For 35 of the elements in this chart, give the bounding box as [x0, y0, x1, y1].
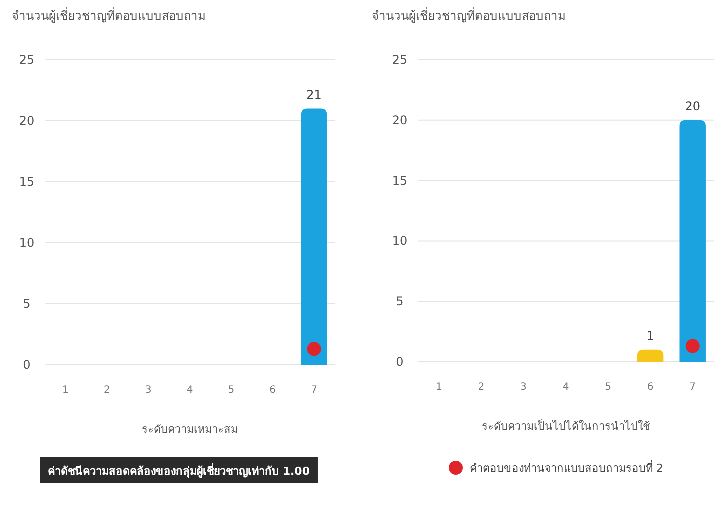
x-tick-label: 2: [478, 382, 485, 393]
y-tick-label: 15: [392, 174, 408, 188]
x-tick-label: 6: [647, 382, 654, 393]
x-tick-label: 4: [186, 385, 194, 396]
legend-label: คำตอบของท่านจากแบบสอบถามรอบที่ 2: [470, 460, 664, 475]
y-tick-label: 25: [392, 53, 408, 67]
y-tick-label: 0: [396, 355, 404, 369]
y-tick-label: 20: [19, 114, 35, 128]
x-axis-title: ระดับความเป็นไปได้ในการนำไปใช้: [482, 419, 650, 433]
data-label: 21: [306, 88, 322, 102]
x-tick-label: 5: [228, 385, 235, 396]
y-tick-label: 10: [392, 234, 408, 248]
y-tick-label: 5: [23, 297, 31, 311]
data-label: 20: [685, 99, 700, 114]
x-tick-label: 3: [520, 382, 527, 393]
chart-title: จำนวนผู้เชี่ยวชาญที่ตอบแบบสอบถาม: [12, 7, 206, 24]
x-tick-label: 4: [562, 382, 570, 393]
x-tick-label: 2: [104, 385, 110, 396]
chart-title: จำนวนผู้เชี่ยวชาญที่ตอบแบบสอบถาม: [372, 7, 566, 24]
x-tick-label: 6: [270, 385, 276, 396]
y-tick-label: 5: [396, 294, 404, 309]
x-tick-label: 7: [311, 385, 318, 396]
y-tick-label: 20: [392, 113, 408, 128]
y-tick-label: 10: [19, 236, 35, 250]
x-tick-label: 1: [62, 385, 69, 396]
y-tick-label: 15: [19, 175, 35, 189]
y-tick-label: 25: [19, 53, 35, 67]
x-tick-label: 1: [436, 382, 442, 393]
data-label: 1: [646, 328, 654, 343]
x-tick-label: 7: [690, 382, 696, 393]
x-tick-label: 3: [145, 385, 152, 396]
x-axis-title: ระดับความเหมาะสม: [142, 423, 238, 436]
text: ค่าดัชนีความสอดคล้องของกลุ่มผู้เชี่ยวชาญเท่ากับ 1.00: [48, 463, 310, 479]
x-tick-label: 5: [605, 382, 612, 393]
y-tick-label: 0: [23, 358, 31, 372]
